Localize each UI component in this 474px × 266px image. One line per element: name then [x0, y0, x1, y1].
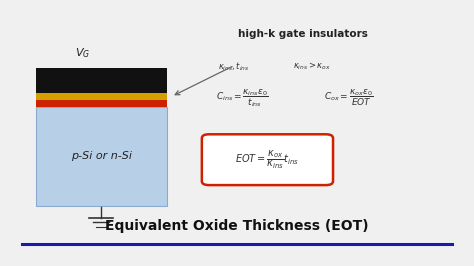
Text: Equivalent Oxide Thickness (EOT): Equivalent Oxide Thickness (EOT)	[105, 219, 369, 233]
Bar	[36, 68, 167, 93]
Bar	[36, 93, 167, 101]
Bar	[36, 101, 167, 107]
Text: $EOT = \dfrac{\kappa_{ox}}{\kappa_{ins}} t_{ins}$: $EOT = \dfrac{\kappa_{ox}}{\kappa_{ins}}…	[235, 148, 300, 171]
Text: high-k gate insulators: high-k gate insulators	[237, 29, 367, 39]
Text: $\kappa_{ins}, t_{ins}$: $\kappa_{ins}, t_{ins}$	[218, 60, 250, 73]
FancyBboxPatch shape	[202, 134, 333, 185]
Bar	[36, 107, 167, 206]
Text: $C_{ins} = \dfrac{\kappa_{ins}\varepsilon_0}{t_{ins}}$: $C_{ins} = \dfrac{\kappa_{ins}\varepsilo…	[216, 87, 268, 109]
Text: $V_G$: $V_G$	[75, 46, 90, 60]
Text: $C_{ox} = \dfrac{\kappa_{ox}\varepsilon_0}{EOT}$: $C_{ox} = \dfrac{\kappa_{ox}\varepsilon_…	[324, 88, 373, 108]
Text: p-Si or n-Si: p-Si or n-Si	[71, 151, 132, 161]
Text: $\kappa_{ins} > \kappa_{ox}$: $\kappa_{ins} > \kappa_{ox}$	[293, 60, 331, 72]
